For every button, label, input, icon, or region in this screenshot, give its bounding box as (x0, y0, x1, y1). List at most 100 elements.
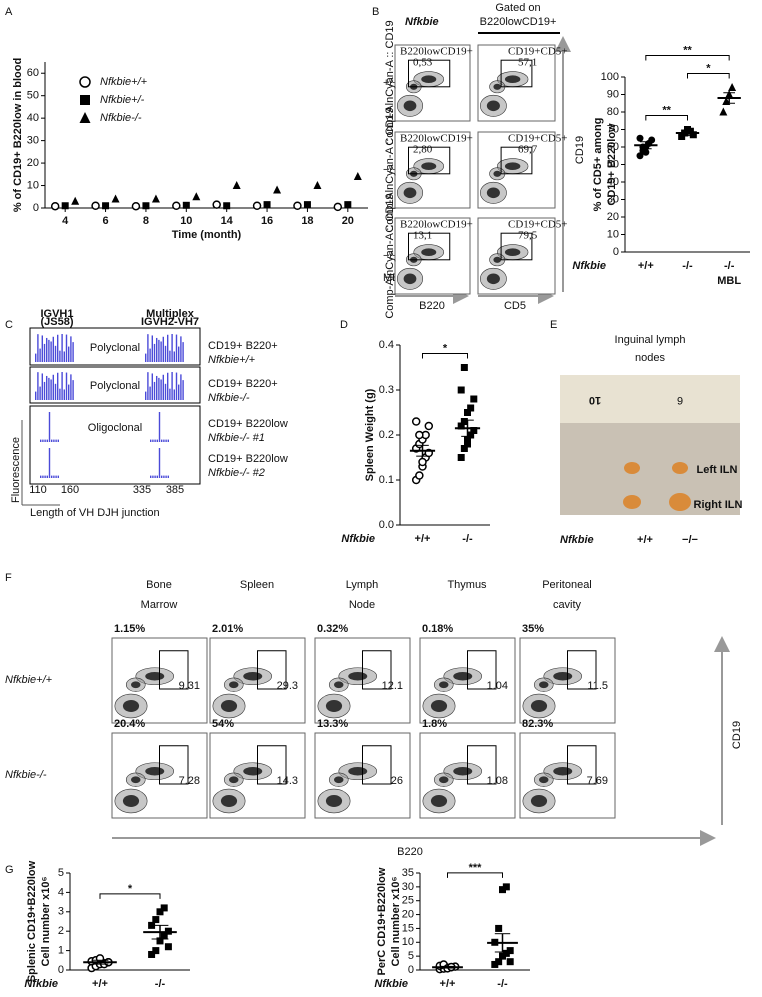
gate-value: 0,53 (413, 57, 433, 69)
hist-spike (46, 337, 48, 362)
point (415, 471, 424, 480)
hist-spike (175, 372, 178, 400)
percent: 1.15% (114, 623, 145, 635)
label: (JS58) (40, 316, 73, 328)
hist-spike (57, 475, 59, 478)
point (502, 883, 510, 891)
label: CD19 (731, 721, 743, 749)
y-axis-label: Spleen Weight (g) (364, 388, 376, 481)
y-tick-label: 40 (607, 176, 619, 188)
hist-spike (72, 342, 74, 362)
hist-spike (156, 475, 158, 478)
row-label: Nfkbie-/- (5, 769, 47, 781)
point (80, 95, 90, 105)
gate (159, 745, 189, 785)
hist-spike (150, 439, 152, 442)
hist-spike (156, 375, 158, 400)
point (50, 201, 60, 211)
significance-bracket (645, 115, 688, 121)
gate-label: B220lowCD19+ (400, 133, 473, 145)
hist-spike (180, 336, 182, 362)
gate-label: B220lowCD19+ (400, 46, 473, 58)
node (669, 493, 691, 511)
density (348, 767, 368, 776)
percent: 20.4% (114, 718, 145, 730)
y-tick-label: 10 (607, 228, 619, 240)
hist-spike (178, 346, 180, 362)
density (553, 767, 573, 776)
hist-box (29, 405, 201, 485)
significance-label: *** (469, 862, 483, 874)
gate-value: 13,1 (413, 230, 432, 242)
point (415, 430, 424, 440)
hist-spike (151, 373, 153, 400)
hist-spike (145, 353, 147, 362)
hist-spike (153, 381, 156, 400)
gate (362, 745, 392, 785)
point (152, 916, 160, 924)
hist-spike (52, 336, 54, 362)
x-axis-label: Time (month) (172, 229, 242, 241)
y-tick-label: 25 (402, 895, 414, 907)
point (460, 418, 468, 425)
gate-value: 2,80 (413, 144, 433, 156)
label: 6 (677, 394, 683, 406)
density (493, 170, 502, 177)
hist-spike (70, 374, 72, 400)
y-tick-label: 0.4 (379, 339, 394, 351)
y-tick-label: 0.0 (379, 519, 394, 531)
hist-spike (50, 379, 52, 400)
label: 335 (133, 484, 151, 496)
density (145, 767, 165, 776)
label: Nfkbie (560, 534, 594, 546)
significance-label: ** (662, 104, 671, 116)
point (71, 196, 80, 205)
hist-spike (44, 439, 46, 442)
hist-spike (162, 336, 164, 362)
gate-label: CD19+CD5+ (508, 46, 567, 58)
y-tick-label: 100 (601, 71, 619, 83)
hist-spike (57, 439, 59, 442)
point (418, 457, 427, 467)
label: 385 (166, 484, 184, 496)
significance-label: * (128, 883, 133, 895)
point (160, 904, 168, 912)
point (464, 409, 471, 416)
y-tick-label: 20 (607, 211, 619, 223)
y-tick-label: 10 (402, 936, 414, 948)
density (243, 672, 263, 681)
hist-spike (68, 384, 70, 400)
gate-value: 14.3 (277, 775, 298, 787)
point (160, 931, 168, 939)
point (457, 386, 465, 394)
percent: 35% (522, 623, 544, 635)
y-tick-label: 50 (607, 158, 619, 170)
density (220, 700, 238, 712)
label: Fluorescence (10, 437, 22, 503)
point (636, 134, 644, 142)
point (111, 194, 120, 203)
gate-value: 1.08 (487, 775, 508, 787)
point (464, 436, 471, 443)
density (504, 162, 521, 170)
label: Marrow (141, 599, 178, 611)
hist-spike (39, 348, 41, 362)
x-tick-label: 8 (143, 215, 149, 227)
percent: 82.3% (522, 718, 553, 730)
y-tick-label: 60 (27, 67, 39, 79)
hist-spike (171, 334, 173, 362)
density (430, 795, 448, 807)
density (403, 187, 417, 199)
y-tick-label: 1 (58, 945, 64, 957)
hist-box (29, 327, 201, 366)
hist-spike (72, 380, 74, 400)
gate-value: 9.31 (179, 680, 200, 692)
y-tick-label: 35 (402, 867, 414, 879)
hist-spike (65, 372, 68, 400)
density (229, 776, 239, 784)
hist-spike (63, 389, 65, 400)
hist-spike (68, 346, 70, 362)
label: Gated on (495, 2, 540, 14)
panel-letter: F (5, 572, 12, 584)
point (636, 152, 644, 160)
